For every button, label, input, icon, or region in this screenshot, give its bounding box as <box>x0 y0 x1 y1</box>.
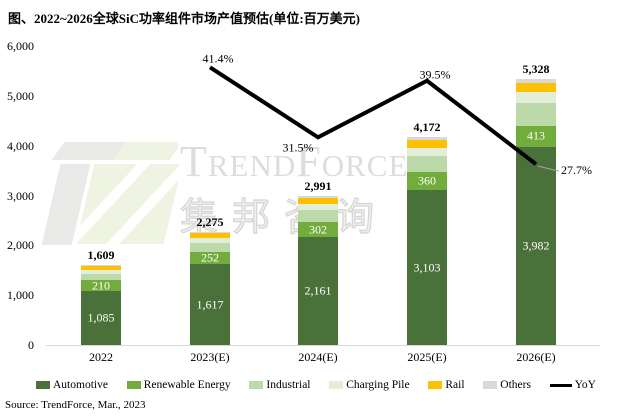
legend-color-swatch <box>249 381 264 389</box>
x-axis-category-label: 2024(E) <box>298 350 338 364</box>
segment-value-label: 1,617 <box>196 297 224 312</box>
bar-segment-automotive: 3,103 <box>407 190 447 345</box>
bar-segment-rail <box>298 198 338 204</box>
legend-label: Industrial <box>266 379 311 391</box>
bar-segment-others <box>516 79 556 84</box>
bar-total-label: 5,328 <box>522 62 550 77</box>
bar-segment-rail <box>81 266 121 271</box>
legend-label: Automotive <box>53 379 108 391</box>
x-axis-category-label: 2023(E) <box>190 350 230 364</box>
legend-color-swatch <box>126 381 141 389</box>
trendforce-logo-icon <box>51 142 183 160</box>
bar-segment-renewable-energy: 413 <box>516 125 556 147</box>
bar-segment-automotive: 3,982 <box>516 146 556 345</box>
bar-segment-renewable-energy: 210 <box>81 278 121 293</box>
yoy-percent-label: 39.5% <box>419 67 451 82</box>
bar-segment-charging-pile <box>81 270 121 274</box>
trendforce-logo-icon <box>75 164 183 244</box>
bar-segment-others <box>298 195 338 199</box>
y-axis-tick-label: 2,000 <box>7 238 34 253</box>
y-axis-tick-label: 0 <box>28 338 34 352</box>
segment-value-label: 1,085 <box>87 310 115 325</box>
bar-segment-industrial <box>190 243 230 252</box>
bar-segment-industrial <box>407 156 447 173</box>
bar-segment-renewable-energy: 360 <box>407 172 447 191</box>
bar-segment-charging-pile <box>190 238 230 244</box>
legend-item-automotive: Automotive <box>36 379 108 391</box>
legend-line-swatch <box>549 383 572 387</box>
chart-title: 图、2022~2026全球SiC功率组件市场产值预估(单位:百万美元) <box>8 11 360 26</box>
bar-segment-automotive: 2,161 <box>298 237 338 345</box>
segment-value-label: 360 <box>418 173 436 188</box>
bar-segment-renewable-energy: 252 <box>190 250 230 265</box>
legend-item-rail: Rail <box>428 379 465 391</box>
x-axis-category-label: 2022 <box>89 350 113 364</box>
bar-segment-charging-pile <box>407 147 447 157</box>
legend-label: Rail <box>445 379 465 391</box>
segment-value-label: 302 <box>309 222 327 237</box>
legend-item-others: Others <box>483 379 531 391</box>
legend-item-industrial: Industrial <box>249 379 311 391</box>
bar-segment-automotive: 1,617 <box>190 264 230 345</box>
bar-segment-charging-pile <box>298 203 338 211</box>
x-axis-category-label: 2026(E) <box>516 350 556 364</box>
y-axis-tick-label: 3,000 <box>7 188 34 203</box>
bar-total-label: 4,172 <box>413 120 441 135</box>
yoy-percent-label: 31.5% <box>282 140 314 155</box>
bar-segment-others <box>190 231 230 234</box>
legend-item-renewable-energy: Renewable Energy <box>126 379 231 391</box>
bar-segment-rail <box>190 233 230 239</box>
bar-segment-industrial <box>516 103 556 126</box>
bar-total-label: 2,991 <box>304 178 332 193</box>
bar-segment-industrial <box>298 210 338 223</box>
bar-segment-others <box>407 137 447 141</box>
bar-segment-renewable-energy: 302 <box>298 222 338 238</box>
bar-segment-rail <box>407 140 447 148</box>
y-axis-tick-label: 5,000 <box>7 88 34 103</box>
segment-value-label: 2,161 <box>304 283 332 298</box>
bar-total-label: 1,609 <box>87 247 115 262</box>
legend-color-swatch <box>36 381 50 389</box>
bar-segment-industrial <box>81 273 121 281</box>
y-axis-tick-label: 1,000 <box>7 288 34 303</box>
legend-color-swatch <box>483 381 498 389</box>
segment-value-label: 3,103 <box>413 260 441 275</box>
legend-item-yoy: YoY <box>549 379 596 391</box>
trendforce-logo-icon <box>41 164 91 245</box>
y-axis-tick-label: 6,000 <box>7 39 34 53</box>
legend-color-swatch <box>428 381 443 389</box>
yoy-percent-label: 41.4% <box>202 51 234 66</box>
y-axis-tick-label: 4,000 <box>7 138 34 153</box>
legend: Automotive Renewable Energy Industrial Char… <box>36 377 596 393</box>
segment-value-label: 413 <box>527 128 545 143</box>
source-note: Source: TrendForce, Mar., 2023 <box>5 399 146 411</box>
bar-total-label: 2,275 <box>196 214 224 229</box>
legend-label: YoY <box>574 379 596 391</box>
legend-label: Renewable Energy <box>143 379 231 391</box>
yoy-line <box>208 65 538 166</box>
x-axis-line <box>46 345 600 346</box>
legend-label: Others <box>500 379 531 391</box>
bar-segment-charging-pile <box>516 91 556 104</box>
legend-color-swatch <box>329 381 344 389</box>
yoy-percent-label: 27.7% <box>561 163 592 178</box>
legend-item-charging-pile: Charging Pile <box>329 379 410 391</box>
bar-segment-others <box>81 264 121 267</box>
segment-value-label: 210 <box>92 278 110 293</box>
segment-value-label: 252 <box>201 250 219 265</box>
x-axis-category-label: 2025(E) <box>407 350 447 364</box>
bar-segment-rail <box>516 83 556 92</box>
segment-value-label: 3,982 <box>522 238 550 253</box>
legend-label: Charging Pile <box>346 379 410 391</box>
bar-segment-automotive: 1,085 <box>81 290 121 345</box>
